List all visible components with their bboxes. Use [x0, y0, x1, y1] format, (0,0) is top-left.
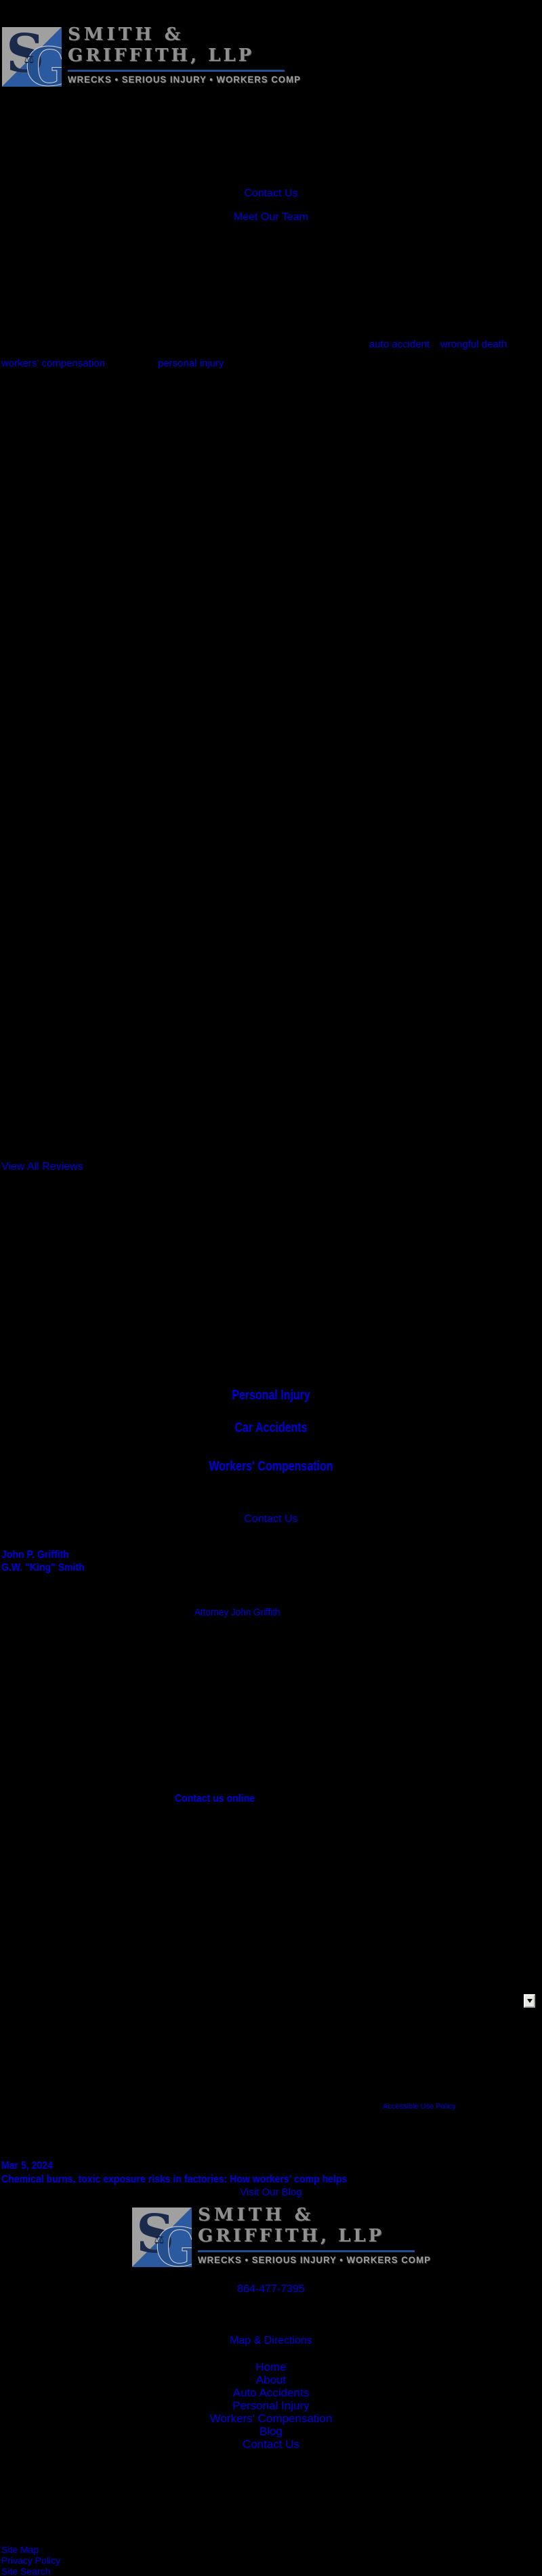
- john-griffith-link[interactable]: John P. Griffith: [1, 1549, 69, 1561]
- footer-menu-auto-accidents[interactable]: Auto Accidents: [232, 2386, 310, 2399]
- footer-menu-personal-injury[interactable]: Personal Injury: [232, 2399, 310, 2412]
- svg-text:G: G: [155, 2217, 192, 2267]
- contact-us-online-link[interactable]: Contact us online: [175, 1793, 255, 1804]
- attorney-john-griffith-link[interactable]: Attorney John Griffith: [194, 1607, 280, 1618]
- smith-griffith-monogram-icon: S G ⚖: [132, 2208, 192, 2267]
- privacy-policy-link[interactable]: Privacy Policy: [1, 2555, 61, 2566]
- practice-area-personal-injury[interactable]: Personal Injury: [0, 1388, 542, 1403]
- svg-text:⚖: ⚖: [154, 2233, 164, 2247]
- logo-text-line2: GRIFFITH, LLP: [198, 2226, 385, 2246]
- personal-injury-link[interactable]: personal injury: [158, 358, 224, 369]
- map-directions-link[interactable]: Map & Directions: [230, 2335, 312, 2346]
- dropdown-arrow-icon: [526, 1999, 533, 2003]
- blog-post-headline-link[interactable]: Chemical burns, toxic exposure risks in …: [1, 2174, 348, 2185]
- footer-menu-home[interactable]: Home: [255, 2361, 287, 2373]
- personal-injury-heading-link[interactable]: Personal Injury: [232, 1388, 310, 1403]
- svg-text:S: S: [136, 2208, 174, 2265]
- phone-link[interactable]: 864-477-7395: [237, 2283, 305, 2295]
- logo-tagline: WRECKS • SERIOUS INJURY • WORKERS COMP: [198, 2254, 431, 2265]
- logo-divider: [68, 70, 285, 72]
- blog-post-date: Mar 5, 2024: [1, 2160, 53, 2172]
- logo-text-line2: GRIFFITH, LLP: [68, 45, 255, 66]
- auto-accident-link[interactable]: auto accident: [369, 339, 430, 350]
- workers-compensation-link[interactable]: workers' compensation: [1, 358, 105, 369]
- header-logo[interactable]: S G ⚖ SMITH & GRIFFITH, LLP WRECKS • SER…: [2, 24, 300, 88]
- contact-us-link-mid[interactable]: Contact Us: [244, 1513, 298, 1525]
- view-all-reviews-link[interactable]: View All Reviews: [1, 1161, 83, 1173]
- logo-text-line1: SMITH &: [198, 2205, 314, 2225]
- smith-griffith-monogram-icon: S G ⚖: [2, 27, 62, 87]
- site-map-link[interactable]: Site Map: [1, 2544, 39, 2555]
- svg-text:S: S: [6, 27, 44, 85]
- visit-our-blog-link[interactable]: Visit Our Blog: [240, 2187, 302, 2198]
- site-search-link[interactable]: Site Search: [1, 2566, 51, 2576]
- footer-menu-about[interactable]: About: [255, 2373, 287, 2386]
- logo-tagline: WRECKS • SERIOUS INJURY • WORKERS COMP: [68, 74, 301, 85]
- footer-menu-contact-us[interactable]: Contact Us: [242, 2438, 300, 2451]
- footer-menu-blog[interactable]: Blog: [259, 2425, 283, 2438]
- footer-menu-workers-compensation[interactable]: Workers' Compensation: [209, 2412, 333, 2425]
- logo-divider: [198, 2250, 415, 2252]
- accessible-use-policy-link[interactable]: Accessible Use Policy: [383, 2103, 456, 2111]
- attorney-john-griffith-wrap: Attorney John Griffith: [0, 1607, 474, 1619]
- king-smith-link[interactable]: G.W. "King" Smith: [1, 1562, 85, 1574]
- wrongful-death-link[interactable]: wrongful death: [440, 339, 507, 350]
- practice-area-car-accidents[interactable]: Car Accidents: [0, 1420, 542, 1436]
- footer-logo[interactable]: S G ⚖ SMITH & GRIFFITH, LLP WRECKS • SER…: [132, 2205, 430, 2268]
- car-accidents-heading-link[interactable]: Car Accidents: [234, 1420, 308, 1435]
- practice-area-workers-comp[interactable]: Workers' Compensation: [0, 1459, 542, 1475]
- dropdown-button[interactable]: [524, 1994, 535, 2008]
- logo-text-line1: SMITH &: [68, 24, 184, 45]
- workers-comp-heading-link[interactable]: Workers' Compensation: [209, 1459, 333, 1474]
- contact-us-link-top[interactable]: Contact Us: [244, 188, 298, 199]
- meet-our-team-link[interactable]: Meet Our Team: [234, 211, 308, 223]
- footer-menu: Home About Auto Accidents Personal Injur…: [0, 2361, 542, 2451]
- svg-text:G: G: [25, 37, 62, 87]
- svg-text:⚖: ⚖: [24, 53, 34, 66]
